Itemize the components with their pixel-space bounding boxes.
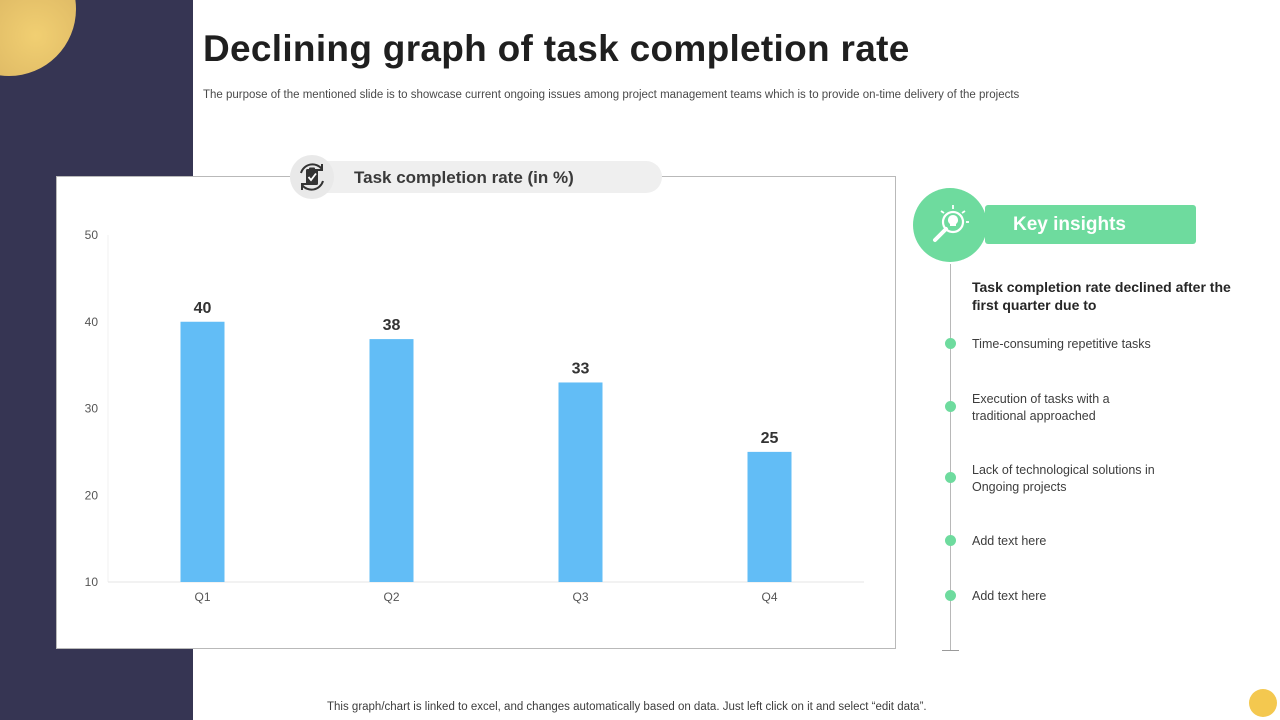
- bar: [369, 339, 414, 582]
- x-tick-label: Q1: [194, 590, 210, 604]
- y-tick-label: 50: [85, 228, 99, 242]
- insights-heading: Task completion rate declined after the …: [972, 279, 1231, 313]
- timeline-dot: [945, 338, 956, 349]
- timeline-dot: [945, 472, 956, 483]
- timeline-end-cap: [942, 650, 959, 651]
- timeline-line: [950, 264, 951, 650]
- data-label: 25: [761, 430, 779, 447]
- chart-title: Task completion rate (in %): [354, 168, 574, 187]
- chart-header-pill: [290, 161, 662, 193]
- timeline-dot: [945, 401, 956, 412]
- y-tick-label: 30: [85, 402, 99, 416]
- refresh-clipboard-icon: [290, 155, 334, 199]
- timeline-dot: [945, 590, 956, 601]
- timeline-dot: [945, 535, 956, 546]
- page-title: Declining graph of task completion rate: [203, 28, 910, 69]
- data-label: 33: [572, 360, 590, 377]
- y-tick-label: 10: [85, 575, 99, 589]
- page-subtitle: The purpose of the mentioned slide is to…: [203, 89, 1020, 101]
- decorative-circle: [0, 0, 76, 76]
- footer-note: This graph/chart is linked to excel, and…: [327, 701, 927, 713]
- bar: [180, 321, 225, 582]
- lightbulb-magnifier-icon: [913, 188, 987, 262]
- x-tick-label: Q2: [383, 590, 399, 604]
- data-label: 40: [194, 300, 212, 317]
- x-tick-label: Q3: [572, 590, 588, 604]
- y-tick-label: 40: [85, 315, 99, 329]
- insight-item: Add text here: [972, 534, 1047, 548]
- bar: [747, 451, 792, 582]
- x-tick-label: Q4: [761, 590, 777, 604]
- bar: [558, 382, 603, 582]
- insight-item: Time-consuming repetitive tasks: [972, 337, 1151, 351]
- insight-item: Lack of technological solutions in Ongoi…: [972, 463, 1155, 494]
- bar-chart[interactable]: 10 20 30 40 50 40 Q1 38 Q2 33 Q3 25 Q4: [56, 176, 896, 649]
- key-insights-title: Key insights: [1013, 214, 1126, 235]
- insight-item: Execution of tasks with a traditional ap…: [972, 392, 1110, 423]
- data-label: 38: [383, 317, 401, 334]
- insight-item: Add text here: [972, 589, 1047, 603]
- y-tick-label: 20: [85, 488, 99, 502]
- decorative-dot: [1249, 689, 1277, 717]
- key-insights-tab: [985, 205, 1196, 244]
